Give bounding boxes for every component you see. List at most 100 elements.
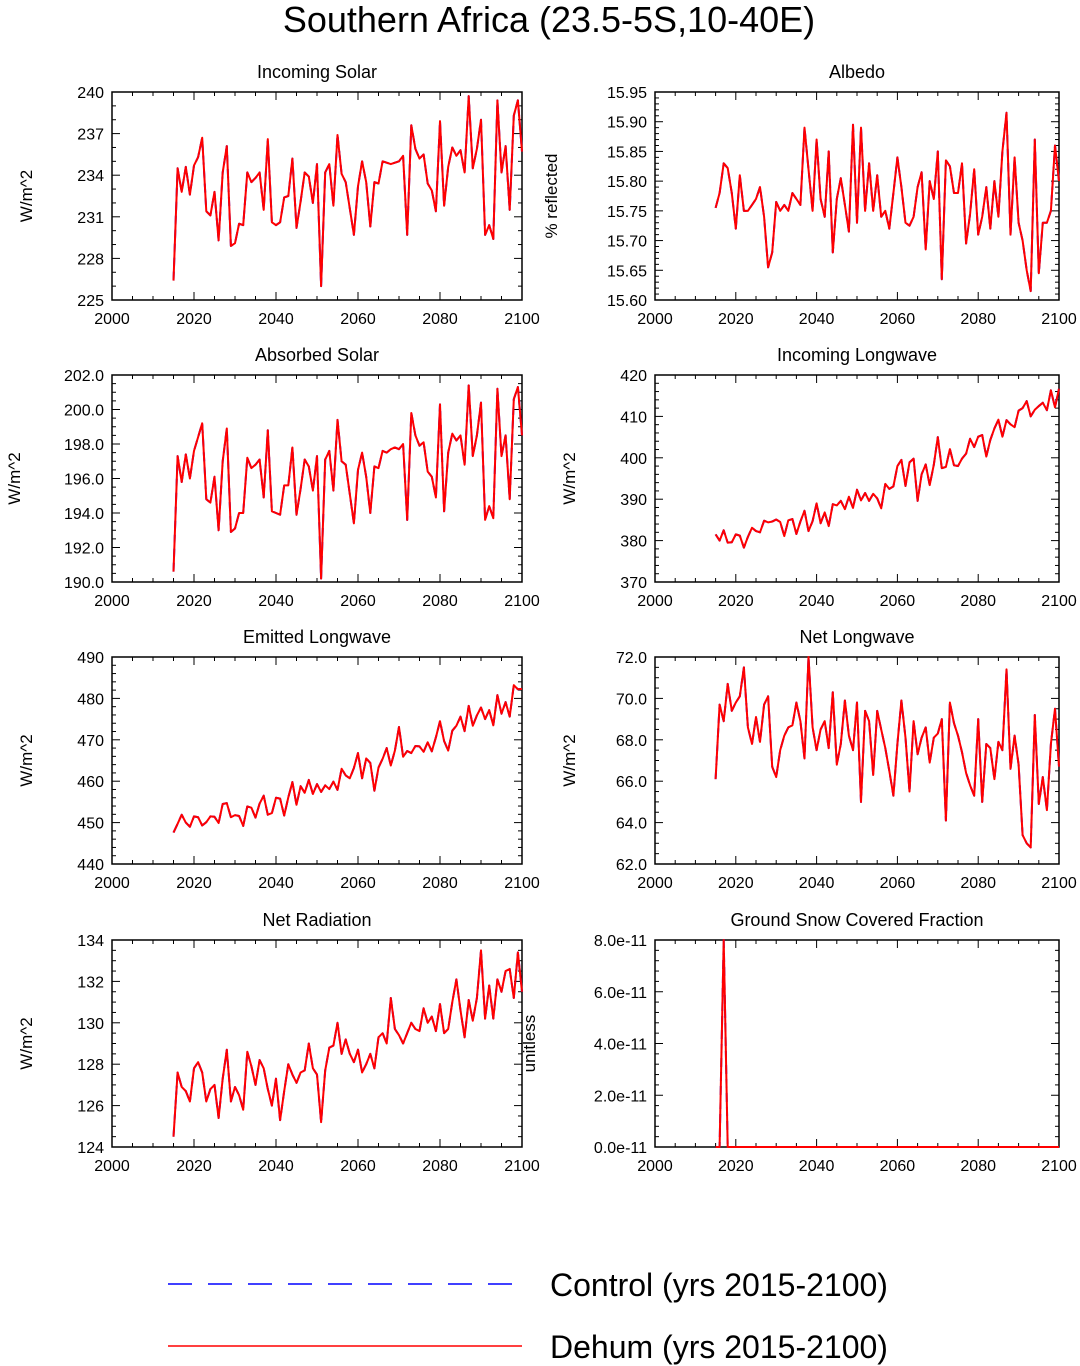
x-tick-label: 2000 [637,1158,673,1175]
y-axis-label: W/m^2 [5,452,24,504]
x-tick-label: 2000 [637,311,673,328]
y-tick-label: 15.60 [607,293,647,310]
x-tick-label: 2000 [94,875,130,892]
y-axis-label: W/m^2 [17,170,36,222]
x-tick-label: 2080 [422,875,458,892]
x-tick-label: 2060 [880,1158,916,1175]
x-tick-label: 2040 [799,875,835,892]
y-tick-label: 380 [620,534,647,551]
y-axis-label: % reflected [542,153,561,238]
x-tick-label: 2080 [960,1158,996,1175]
y-tick-label: 2.0e-11 [594,1088,647,1105]
panel-title: Emitted Longwave [243,627,391,647]
y-tick-label: 15.95 [607,85,647,102]
x-tick-label: 2100 [504,875,540,892]
x-tick-label: 2020 [176,593,212,610]
y-tick-label: 198.0 [64,437,104,454]
y-axis-label: W/m^2 [17,1017,36,1069]
y-tick-label: 240 [77,85,104,102]
x-tick-label: 2080 [422,1158,458,1175]
panel-title: Absorbed Solar [255,345,379,365]
y-tick-label: 196.0 [64,472,104,489]
x-tick-label: 2020 [176,875,212,892]
x-tick-label: 2000 [637,593,673,610]
y-tick-label: 192.0 [64,541,104,558]
plot-frame [654,939,1060,1148]
y-tick-label: 8.0e-11 [594,933,647,950]
x-tick-label: 2020 [718,875,754,892]
y-tick-label: 370 [620,575,647,592]
y-tick-label: 400 [620,451,647,468]
y-tick-label: 68.0 [616,733,647,750]
plot-frame [654,374,1060,583]
x-tick-label: 2100 [504,593,540,610]
y-tick-label: 450 [77,816,104,833]
panel-8: Ground Snow Covered Fraction 2000 2020 2040… [520,910,1077,1175]
panel-title: Ground Snow Covered Fraction [730,910,983,930]
x-tick-label: 2100 [1041,593,1077,610]
y-tick-label: 132 [77,974,104,991]
y-tick-label: 15.65 [607,263,647,280]
y-tick-label: 390 [620,492,647,509]
x-tick-label: 2040 [799,1158,835,1175]
series-line-dehum [714,656,1060,849]
series-line-dehum [172,949,523,1137]
x-tick-label: 2060 [880,311,916,328]
x-tick-label: 2000 [637,875,673,892]
y-tick-label: 194.0 [64,506,104,523]
figure-title: Southern Africa (23.5-5S,10-40E) [283,0,815,40]
y-tick-label: 72.0 [616,650,647,667]
panel-7: Net Radiation 2000 2020 2040 2060 2080 2100 124… [17,910,540,1175]
panel-1: Incoming Solar 2000 2020 2040 2060 2080 2100 22… [17,62,540,328]
x-tick-label: 2100 [1041,875,1077,892]
x-tick-label: 2060 [880,875,916,892]
x-tick-label: 2100 [1041,311,1077,328]
y-tick-label: 490 [77,650,104,667]
x-tick-label: 2040 [258,593,294,610]
y-tick-label: 228 [77,251,104,268]
legend-label-dehum: Dehum (yrs 2015-2100) [550,1329,888,1365]
x-tick-label: 2060 [340,875,376,892]
panel-title: Incoming Longwave [777,345,937,365]
x-tick-label: 2040 [799,311,835,328]
y-tick-label: 15.80 [607,174,647,191]
y-axis-label: W/m^2 [17,734,36,786]
x-tick-label: 2080 [422,593,458,610]
y-tick-label: 15.90 [607,115,647,132]
panel-4: Incoming Longwave 2000 2020 2040 2060 2080 210… [560,345,1077,610]
x-tick-label: 2080 [960,875,996,892]
panels: Incoming Solar 2000 2020 2040 2060 2080 2100 22… [5,62,1077,1175]
y-tick-label: 460 [77,774,104,791]
legend: Control (yrs 2015-2100) Dehum (yrs 2015-2… [168,1267,888,1365]
x-tick-label: 2060 [340,1158,376,1175]
y-axis-label: W/m^2 [560,734,579,786]
y-tick-label: 410 [620,409,647,426]
x-tick-label: 2080 [422,311,458,328]
y-tick-label: 190.0 [64,575,104,592]
y-tick-label: 234 [77,168,104,185]
x-tick-label: 2000 [94,311,130,328]
x-tick-label: 2100 [504,1158,540,1175]
x-tick-label: 2060 [340,593,376,610]
y-tick-label: 62.0 [616,857,647,874]
x-tick-label: 2100 [504,311,540,328]
x-tick-label: 2040 [258,1158,294,1175]
panel-title: Net Radiation [262,910,371,930]
y-tick-label: 237 [77,127,104,144]
y-tick-label: 130 [77,1016,104,1033]
y-axis-label: unitless [520,1015,539,1073]
y-tick-label: 202.0 [64,368,104,385]
y-tick-label: 15.70 [607,234,647,251]
panel-3: Absorbed Solar 2000 2020 2040 2060 2080 2100 19… [5,345,540,610]
y-tick-label: 64.0 [616,816,647,833]
panel-6: Net Longwave 2000 2020 2040 2060 2080 2100 62.0… [560,627,1077,892]
y-tick-label: 225 [77,293,104,310]
x-tick-label: 2020 [176,1158,212,1175]
series-line-dehum [714,111,1060,293]
y-tick-label: 6.0e-11 [594,985,647,1002]
x-tick-label: 2100 [1041,1158,1077,1175]
panel-title: Albedo [829,62,885,82]
y-tick-label: 470 [77,733,104,750]
x-tick-label: 2000 [94,1158,130,1175]
